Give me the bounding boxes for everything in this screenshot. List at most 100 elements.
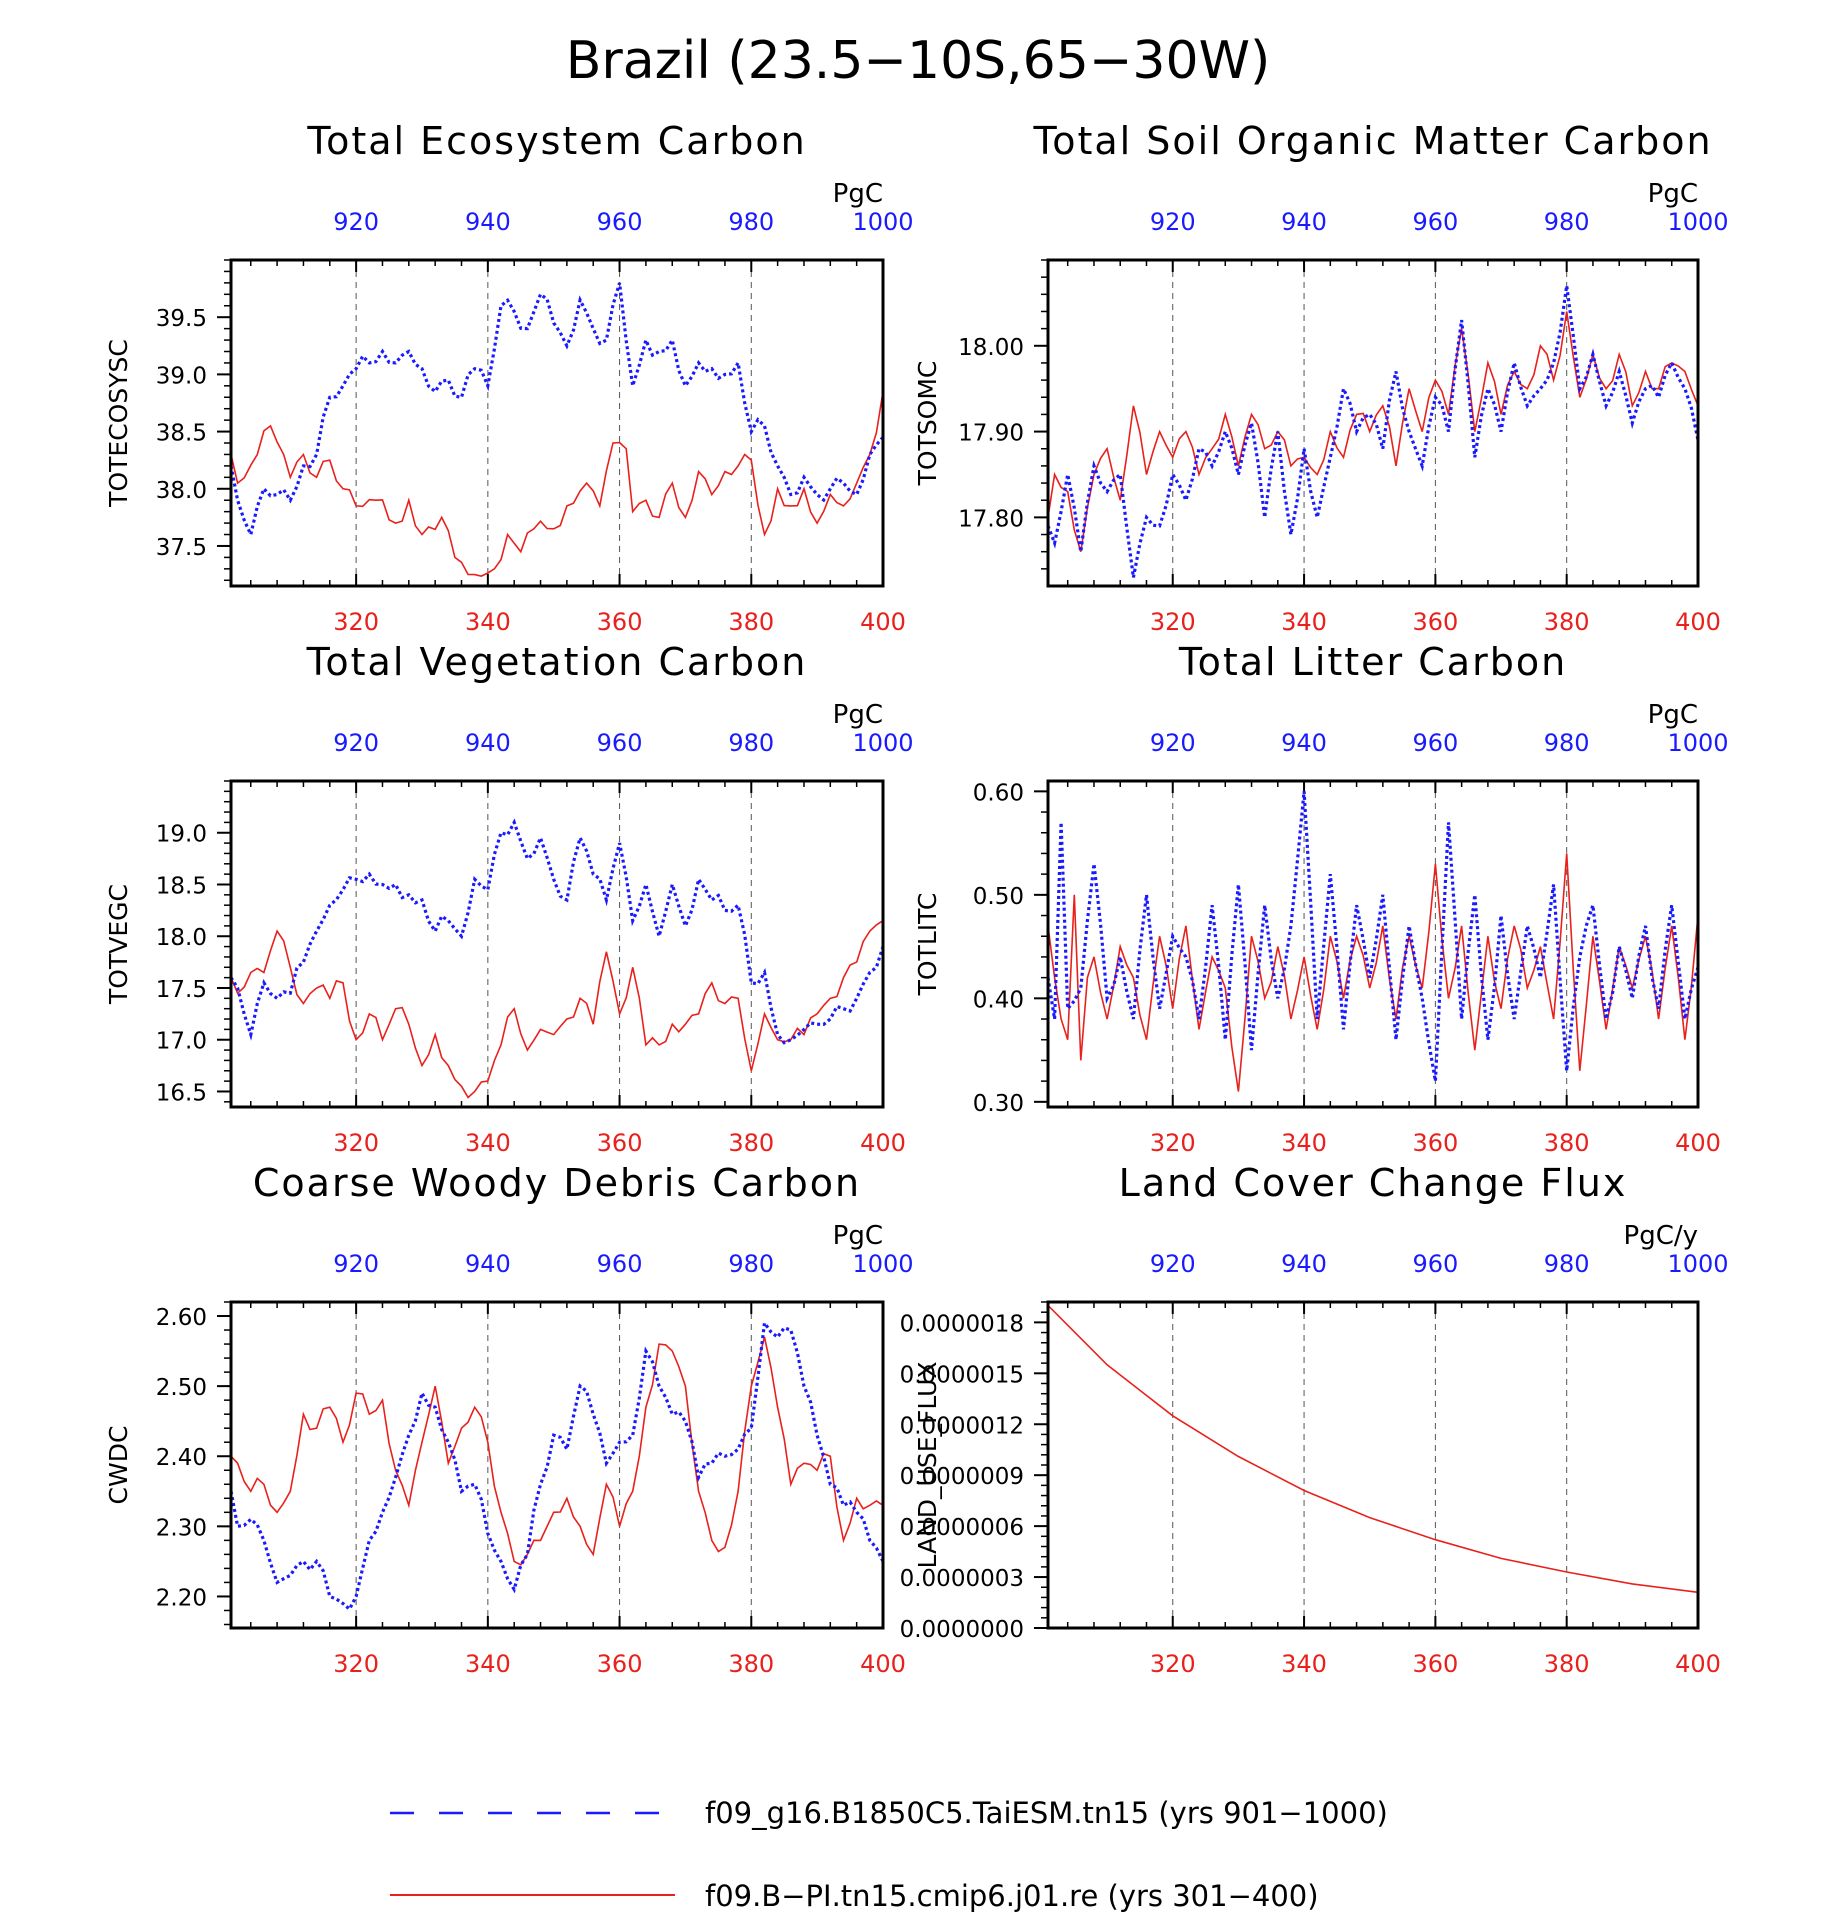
plot-frame <box>229 258 885 588</box>
y-tick-label: 2.30 <box>156 1515 207 1541</box>
x-top-tick-label: 980 <box>728 1250 774 1278</box>
x-top-tick-label: 1000 <box>852 1250 913 1278</box>
x-top-tick-label: 920 <box>333 1250 379 1278</box>
x-tick-label: 360 <box>1412 1650 1458 1678</box>
panel-4: Total Litter Carbon PgC 320 340 360 380 400 920… <box>913 640 1729 1157</box>
y-tick-label: 38.0 <box>156 478 207 504</box>
units-label: PgC <box>1648 179 1698 209</box>
y-axis-label: TOTLITC <box>913 893 942 997</box>
x-top-tick-label: 960 <box>597 208 643 236</box>
x-top-tick-label: 960 <box>1412 729 1458 757</box>
panel-6: Land Cover Change Flux PgC/y 320 340 360 380 4… <box>900 1161 1729 1678</box>
panel-title: Total Ecosystem Carbon <box>306 119 806 163</box>
y-tick-label: 39.0 <box>156 363 207 389</box>
series-line-red <box>1048 1304 1698 1594</box>
x-top-tick-label: 940 <box>465 729 511 757</box>
y-tick-label: 19.0 <box>156 822 207 848</box>
x-top-tick-label: 920 <box>333 208 379 236</box>
x-top-tick-label: 1000 <box>1667 729 1728 757</box>
units-label: PgC <box>833 179 883 209</box>
x-top-tick-label: 1000 <box>1667 208 1728 236</box>
x-tick-label: 400 <box>860 1129 906 1157</box>
x-top-tick-label: 980 <box>728 729 774 757</box>
y-tick-label: 18.00 <box>958 335 1024 361</box>
x-tick-label: 320 <box>333 1650 379 1678</box>
plot-frame <box>1046 779 1700 1109</box>
x-top-tick-label: 920 <box>333 729 379 757</box>
x-top-tick-label: 940 <box>1281 208 1327 236</box>
plot-frame <box>229 779 885 1109</box>
y-tick-label: 2.20 <box>156 1585 207 1611</box>
y-tick-label: 0.0000006 <box>900 1515 1024 1541</box>
x-top-tick-label: 1000 <box>852 208 913 236</box>
x-tick-label: 320 <box>333 1129 379 1157</box>
x-top-tick-label: 940 <box>465 1250 511 1278</box>
x-top-tick-label: 920 <box>1150 1250 1196 1278</box>
x-tick-label: 340 <box>465 1129 511 1157</box>
y-axis-label: TOTECOSYSC <box>104 339 133 508</box>
x-tick-label: 400 <box>1675 1650 1721 1678</box>
x-top-tick-label: 980 <box>728 208 774 236</box>
series-line-blue <box>231 1318 883 1612</box>
x-top-tick-label: 980 <box>1544 729 1590 757</box>
units-label: PgC/y <box>1624 1221 1698 1251</box>
y-tick-label: 0.0000009 <box>900 1464 1024 1490</box>
x-top-tick-label: 920 <box>1150 729 1196 757</box>
units-label: PgC <box>833 700 883 730</box>
x-tick-label: 320 <box>1150 608 1196 636</box>
x-top-tick-label: 960 <box>597 1250 643 1278</box>
legend-label-blue: f09_g16.B1850C5.TaiESM.tn15 (yrs 901−100… <box>705 1796 1388 1830</box>
x-tick-label: 400 <box>1675 608 1721 636</box>
x-top-tick-label: 980 <box>1544 1250 1590 1278</box>
series-line-red <box>231 920 883 1099</box>
y-tick-label: 2.60 <box>156 1305 207 1331</box>
x-tick-label: 340 <box>465 608 511 636</box>
y-tick-label: 37.5 <box>156 535 207 561</box>
panel-1: Total Ecosystem Carbon PgC 320 340 360 380 400… <box>104 119 914 636</box>
y-tick-label: 17.80 <box>958 506 1024 532</box>
y-tick-label: 16.5 <box>156 1080 207 1106</box>
legend-label-red: f09.B−PI.tn15.cmip6.j01.re (yrs 301−400) <box>705 1879 1319 1913</box>
panel-2: Total Soil Organic Matter Carbon PgC 320 34… <box>913 119 1729 636</box>
units-label: PgC <box>1648 700 1698 730</box>
y-axis-label: TOTVEGC <box>104 884 133 1005</box>
x-top-tick-label: 1000 <box>852 729 913 757</box>
series-line-red <box>231 1336 883 1566</box>
x-tick-label: 320 <box>1150 1650 1196 1678</box>
y-tick-label: 0.0000000 <box>900 1617 1024 1643</box>
y-tick-label: 0.0000003 <box>900 1566 1024 1592</box>
series-line-blue <box>231 282 883 540</box>
y-tick-label: 38.5 <box>156 421 207 447</box>
panel-title: Total Soil Organic Matter Carbon <box>1032 119 1712 163</box>
y-tick-label: 18.5 <box>156 873 207 899</box>
legend: f09_g16.B1850C5.TaiESM.tn15 (yrs 901−100… <box>390 1796 1388 1913</box>
panel-title: Land Cover Change Flux <box>1119 1161 1628 1205</box>
x-top-tick-label: 960 <box>597 729 643 757</box>
x-top-tick-label: 980 <box>1544 208 1590 236</box>
y-tick-label: 17.90 <box>958 421 1024 447</box>
y-tick-label: 0.0000015 <box>900 1362 1024 1388</box>
x-tick-label: 340 <box>1281 608 1327 636</box>
x-tick-label: 400 <box>860 1650 906 1678</box>
y-tick-label: 18.0 <box>156 925 207 951</box>
x-tick-label: 340 <box>1281 1129 1327 1157</box>
x-tick-label: 380 <box>1544 1650 1590 1678</box>
y-tick-label: 0.40 <box>973 987 1024 1013</box>
figure-title: Brazil (23.5−10S,65−30W) <box>566 31 1271 91</box>
y-tick-label: 2.40 <box>156 1445 207 1471</box>
x-tick-label: 380 <box>1544 608 1590 636</box>
panel-title: Total Vegetation Carbon <box>306 640 808 684</box>
x-tick-label: 320 <box>1150 1129 1196 1157</box>
x-tick-label: 360 <box>1412 1129 1458 1157</box>
x-tick-label: 380 <box>728 608 774 636</box>
x-tick-label: 380 <box>728 1650 774 1678</box>
panel-5: Coarse Woody Debris Carbon PgC 320 340 360 38… <box>104 1161 914 1678</box>
x-tick-label: 380 <box>1544 1129 1590 1157</box>
y-tick-label: 0.0000018 <box>900 1311 1024 1337</box>
panels: Total Ecosystem Carbon PgC 320 340 360 380 400… <box>104 119 1729 1678</box>
x-top-tick-label: 940 <box>1281 1250 1327 1278</box>
x-tick-label: 360 <box>597 1650 643 1678</box>
y-tick-label: 0.0000012 <box>900 1413 1024 1439</box>
series-line-blue <box>1048 285 1698 578</box>
